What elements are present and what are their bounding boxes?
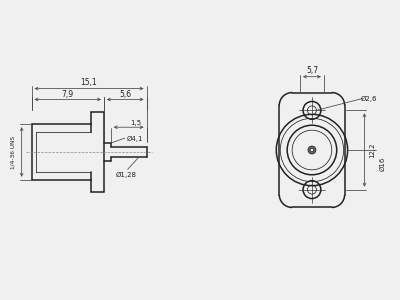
Text: 1/4-36 UNS: 1/4-36 UNS [10,135,15,169]
Text: Ø16: Ø16 [379,157,385,171]
Text: 5,7: 5,7 [306,66,318,75]
Circle shape [310,148,314,152]
Text: Ø2,6: Ø2,6 [360,95,377,102]
Text: 1,5: 1,5 [130,120,141,126]
Text: 7,9: 7,9 [62,90,74,99]
Circle shape [308,146,316,154]
Text: Ø4,1: Ø4,1 [126,136,143,142]
Text: Ø1,28: Ø1,28 [115,172,136,178]
Text: 5,6: 5,6 [119,90,131,99]
Text: 15,1: 15,1 [81,78,98,87]
Text: 12,2: 12,2 [369,142,375,158]
